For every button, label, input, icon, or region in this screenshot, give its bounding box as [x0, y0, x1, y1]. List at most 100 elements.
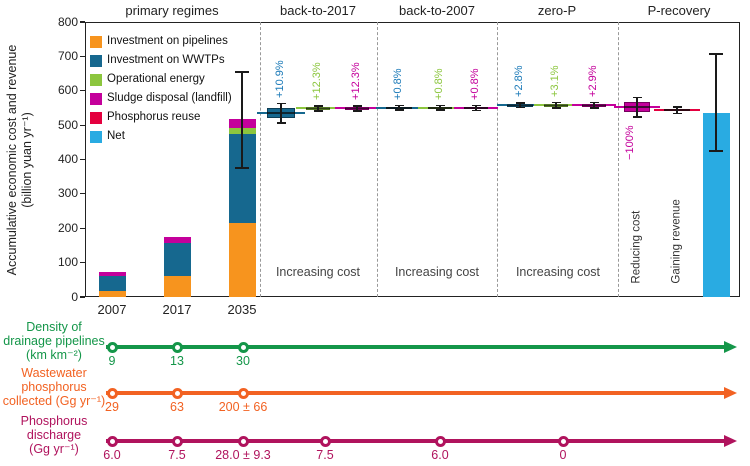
- y-tick-label: 800: [57, 14, 78, 29]
- vertical-label: Gaining revenue: [670, 199, 683, 284]
- pct-label: +12.3%: [311, 62, 324, 100]
- group-title: back-to-2017: [280, 3, 356, 18]
- timeline-label-line: discharge: [26, 428, 82, 442]
- error-bar-cap: [551, 102, 561, 104]
- timeline-label-line: Wastewater: [21, 366, 87, 380]
- vertical-label: Reducing cost: [630, 211, 643, 284]
- bar-segment: [98, 271, 126, 277]
- group-separator: [618, 22, 619, 297]
- pct-label: +3.1%: [549, 65, 562, 97]
- error-bar-cap: [632, 96, 642, 98]
- error-bar-cap: [672, 112, 682, 115]
- y-tick-label: 200: [57, 220, 78, 235]
- y-tick: [80, 262, 85, 264]
- legend-label: Investment on pipelines: [107, 35, 228, 47]
- error-bar-cap: [589, 107, 599, 109]
- timeline-label: Phosphorus discharge (Gg yr⁻¹): [0, 414, 108, 456]
- timeline-label-line: Density of: [26, 320, 82, 334]
- legend-label: Sludge disposal (landfill): [107, 92, 232, 104]
- error-bar-cap: [352, 110, 362, 112]
- group-separator: [377, 22, 378, 297]
- legend-swatch: [90, 36, 102, 48]
- timeline-value: 9: [108, 354, 116, 368]
- timeline-value: 30: [236, 354, 250, 368]
- timeline-marker: [106, 435, 118, 447]
- timeline-label: Density of drainage pipelines (km km⁻²): [0, 320, 108, 362]
- error-bar-cap: [352, 105, 362, 107]
- timeline-marker: [106, 341, 118, 353]
- bar-segment: [163, 236, 191, 244]
- timeline-label-line: (km km⁻²): [26, 348, 82, 362]
- y-tick-label: 0: [71, 289, 78, 304]
- error-bar-cap: [589, 102, 599, 104]
- error-bar: [439, 105, 441, 110]
- timeline-line: [106, 391, 726, 395]
- legend-swatch: [90, 131, 102, 143]
- bar-segment: [228, 223, 256, 297]
- plot-border: [85, 22, 740, 297]
- pct-label: +0.8%: [469, 68, 482, 100]
- error-bar-cap: [435, 109, 445, 111]
- y-tick: [80, 227, 85, 229]
- y-tick: [80, 158, 85, 161]
- error-bar-cap: [235, 71, 249, 73]
- timeline-value: 7.5: [168, 448, 186, 462]
- group-title: zero-P: [537, 3, 577, 18]
- error-bar: [715, 53, 717, 151]
- error-bar-cap: [471, 109, 481, 111]
- timeline-value: 13: [170, 354, 184, 368]
- timeline-label-line: phosphorus: [21, 380, 87, 394]
- error-bar-cap: [276, 103, 286, 105]
- timeline-marker: [434, 435, 446, 447]
- bar-segment: [163, 243, 191, 277]
- timeline-value: 63: [170, 400, 184, 414]
- error-bar-cap: [709, 53, 723, 55]
- vertical-label: −100%: [624, 125, 637, 160]
- timeline-label-line: (Gg yr⁻¹): [29, 442, 79, 456]
- timeline-label: Wastewater phosphorus collected (Gg yr⁻¹): [0, 366, 108, 408]
- y-axis-label: Accumulative economic cost and revenue (b…: [5, 45, 35, 276]
- error-bar-cap: [235, 167, 249, 169]
- bar-segment: [163, 276, 191, 297]
- error-bar-cap: [394, 104, 404, 107]
- legend-label: Investment on WWTPs: [107, 54, 225, 66]
- timeline-marker: [237, 387, 249, 399]
- timeline-value: 200 ± 66: [218, 400, 268, 414]
- y-tick: [80, 55, 85, 57]
- error-bar-cap: [435, 104, 445, 107]
- timeline-label-line: drainage pipelines: [3, 334, 105, 348]
- error-bar: [317, 105, 319, 112]
- y-axis-label-line1: Accumulative economic cost and revenue: [5, 44, 19, 276]
- group-title: P-recovery: [647, 3, 711, 18]
- error-bar-cap: [672, 106, 682, 108]
- y-tick-label: 100: [57, 255, 78, 270]
- group-title: primary regimes: [125, 3, 219, 18]
- error-bar: [280, 103, 282, 124]
- error-bar-cap: [515, 106, 525, 109]
- pct-label: +2.9%: [587, 65, 600, 97]
- timeline-marker: [171, 435, 183, 447]
- timeline-value: 0: [559, 448, 567, 462]
- y-tick: [80, 124, 85, 126]
- group-separator: [497, 22, 498, 297]
- error-bar: [241, 71, 243, 169]
- error-bar-cap: [313, 110, 323, 112]
- error-bar: [398, 105, 400, 110]
- timeline-value: 7.5: [316, 448, 334, 462]
- error-bar-cap: [313, 105, 323, 107]
- pct-label: +0.8%: [392, 68, 405, 100]
- error-bar-cap: [276, 122, 286, 124]
- timeline-value: 6.0: [431, 448, 449, 462]
- legend-swatch: [90, 55, 102, 67]
- year-label: 2007: [97, 302, 127, 317]
- timeline-label-line: collected (Gg yr⁻¹): [2, 394, 106, 408]
- legend-swatch: [90, 93, 102, 105]
- legend-label: Phosphorus reuse: [107, 111, 201, 123]
- timeline-line: [106, 345, 726, 349]
- legend-swatch: [90, 74, 102, 86]
- error-bar: [636, 97, 638, 117]
- year-label: 2017: [162, 302, 192, 317]
- y-tick-label: 600: [57, 83, 78, 98]
- timeline-arrow-icon: [724, 386, 737, 399]
